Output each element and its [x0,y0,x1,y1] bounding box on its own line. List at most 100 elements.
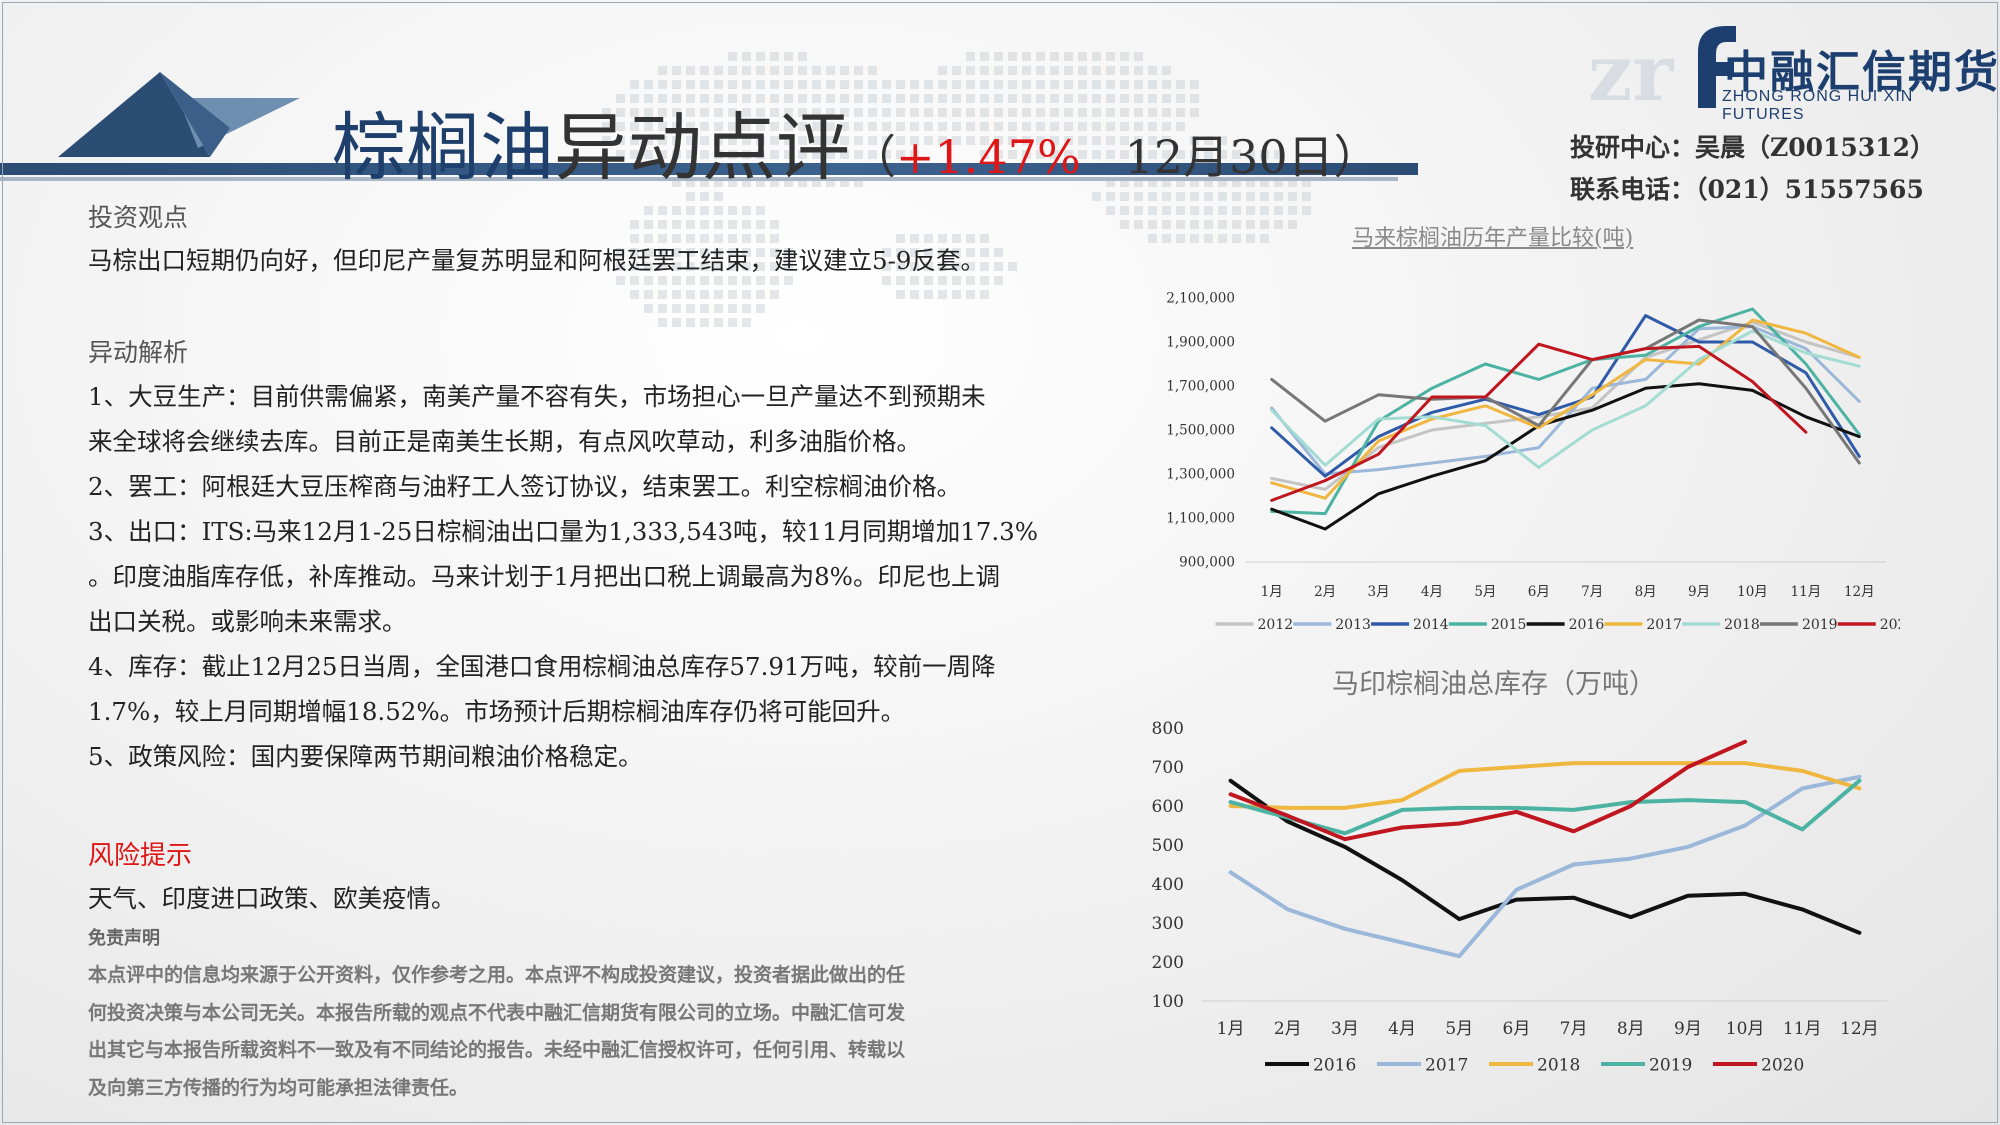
analysis-line: 1.7%，较上月同期增幅18.52%。市场预计后期棕榈油库存仍将可能回升。 [88,697,906,726]
y-tick-label: 1,700,000 [1166,379,1235,395]
page-title: 棕榈油异动点评（+1.47% 12月30日） [332,88,1380,195]
analysis-line: 出口关税。或影响未来需求。 [88,607,407,636]
x-tick-label: 10月 [1726,1019,1765,1039]
series-line-2020 [1270,342,1808,502]
x-tick-label: 3月 [1367,584,1389,600]
legend-label-2018: 2018 [1537,1055,1580,1075]
analysis-line: 3、出口：ITS:马来12月1-25日棕榈油出口量为1,333,543吨，较11… [88,517,1039,546]
y-tick-label: 1,900,000 [1166,335,1235,351]
x-tick-label: 5月 [1474,584,1496,600]
phone-contact: 联系电话：（021）51557565 [1570,175,1924,204]
legend-label-2017: 2017 [1646,617,1682,633]
x-tick-label: 9月 [1674,1019,1702,1039]
research-center-contact: 投研中心：吴晨（Z0015312） [1570,133,1936,162]
y-tick-label: 300 [1152,914,1184,934]
inventory-line-chart: 100 200 300 400 500 600 700 800 1月 2月 3月 4月 5月 6月 7月 8月… [1152,719,1888,1075]
title-paren: （ [850,130,896,184]
investment-view-text: 马棕出口短期仍向好，但印尼产量复苏明显和阿根廷罢工结束，建议建立5-9反套。 [88,246,985,275]
x-tick-label: 8月 [1635,584,1657,600]
analysis-line: 来全球将会继续去库。目前正是南美生长期，有点风吹草动，利多油脂价格。 [88,427,921,456]
x-tick-label: 10月 [1737,584,1768,600]
x-tick-label: 8月 [1617,1019,1645,1039]
company-name-en: ZHONG RONG HUI XIN FUTURES [1722,88,1914,123]
header-triangle-decoration [58,72,300,157]
risk-heading: 风险提示 [88,841,193,871]
title-rest: 异动点评 [554,105,850,191]
risk-text: 天气、印度进口政策、欧美疫情。 [88,884,456,913]
legend-label-2020: 2020 [1761,1055,1804,1075]
series-line-2018 [1228,761,1862,810]
analysis-line: 2、罢工：阿根廷大豆压榨商与油籽工人签订协议，结束罢工。利空棕榈油价格。 [88,472,962,501]
chart2-title: 马印棕榈油总库存（万吨） [1332,669,1656,700]
y-tick-label: 1,300,000 [1166,467,1235,483]
legend-label-2016: 2016 [1569,617,1605,633]
y-tick-label: 500 [1152,836,1184,856]
disclaimer-line: 本点评中的信息均来源于公开资料，仅作参考之用。本点评不构成投资建议，投资者据此做… [88,964,906,986]
x-tick-label: 2月 [1314,584,1336,600]
x-tick-label: 12月 [1840,1019,1879,1039]
x-tick-label: 11月 [1783,1019,1822,1039]
x-tick-label: 7月 [1581,584,1603,600]
analysis-line: 5、政策风险：国内要保障两节期间粮油价格稳定。 [88,742,643,771]
investment-view-heading: 投资观点 [88,203,189,232]
y-tick-label: 800 [1152,719,1184,739]
y-tick-label: 1,100,000 [1166,511,1235,527]
x-tick-label: 1月 [1217,1019,1245,1039]
analysis-heading: 异动解析 [88,338,189,367]
legend-label-2020: 2020 [1880,617,1900,633]
y-tick-label: 400 [1152,875,1184,895]
x-tick-label: 2月 [1274,1019,1302,1039]
legend-label-2014: 2014 [1413,617,1449,633]
legend-label-2016: 2016 [1313,1055,1356,1075]
company-name-cn: 中融汇信期货 [1724,47,2000,98]
series-line-2016 [1270,382,1861,531]
title-change-percent: +1.47% [896,130,1081,184]
x-tick-label: 11月 [1791,584,1822,600]
chart1-title: 马来棕榈油历年产量比较(吨) [1352,226,1634,251]
legend-label-2017: 2017 [1425,1055,1468,1075]
x-tick-label: 9月 [1688,584,1710,600]
disclaimer-line: 何投资决策与本公司无关。本报告所载的观点不代表中融汇信期货有限公司的立场。中融汇… [88,1001,906,1024]
y-tick-label: 900,000 [1179,555,1235,571]
series-line-2017 [1270,318,1861,500]
x-tick-label: 4月 [1421,584,1443,600]
title-underline-bar [0,163,1418,175]
series-line-2017 [1228,774,1862,959]
production-line-chart: 900,000 1,100,000 1,300,000 1,500,000 1,700,… [1166,291,1900,633]
y-tick-label: 100 [1152,992,1184,1012]
title-date: 12月30日） [1081,130,1380,184]
disclaimer-text: 本点评中的信息均来源于公开资料，仅作参考之用。本点评不构成投资建议，投资者据此做… [88,957,1000,1107]
x-tick-label: 6月 [1503,1019,1531,1039]
disclaimer-heading: 免责声明 [88,928,160,949]
x-tick-label: 4月 [1388,1019,1416,1039]
y-tick-label: 700 [1152,758,1184,778]
x-tick-label: 7月 [1560,1019,1588,1039]
legend-label-2019: 2019 [1649,1055,1692,1075]
title-main: 棕榈油 [332,105,554,191]
y-tick-label: 2,100,000 [1166,291,1235,307]
x-tick-label: 6月 [1528,584,1550,600]
x-tick-label: 1月 [1261,584,1283,600]
series-line-2016 [1228,778,1862,935]
legend-label-2015: 2015 [1491,617,1527,633]
x-tick-label: 3月 [1331,1019,1359,1039]
title-underline-bar-light [0,177,1398,181]
series-line-2019 [1270,318,1861,465]
series-line-2019 [1228,778,1862,836]
legend-label-2019: 2019 [1802,617,1838,633]
series-line-2020 [1228,739,1748,842]
svg-text:zr: zr [1588,28,1674,112]
y-tick-label: 200 [1152,953,1184,973]
x-tick-label: 12月 [1844,584,1875,600]
analysis-line: 4、库存：截止12月25日当周，全国港口食用棕榈油总库存57.91万吨，较前一周… [88,652,996,681]
analysis-list: 1、大豆生产：目前供需偏紧，南美产量不容有失，市场担心一旦产量达不到预期未 来全… [88,374,1088,779]
analysis-line: 1、大豆生产：目前供需偏紧，南美产量不容有失，市场担心一旦产量达不到预期未 [88,382,986,411]
legend-label-2018: 2018 [1724,617,1760,633]
company-logo-mark: zr [1588,26,1736,112]
disclaimer-line: 出其它与本报告所载资料不一致及有不同结论的报告。未经中融汇信授权许可，任何引用、… [88,1039,906,1061]
legend-label-2013: 2013 [1335,617,1371,633]
disclaimer-line: 及向第三方传播的行为均可能承担法律责任。 [88,1076,469,1099]
title-date-text: 12月30日） [1124,130,1380,184]
analysis-line: 。印度油脂库存低，补库推动。马来计划于1月把出口税上调最高为8%。印尼也上调 [88,562,1000,591]
legend-label-2012: 2012 [1258,617,1294,633]
